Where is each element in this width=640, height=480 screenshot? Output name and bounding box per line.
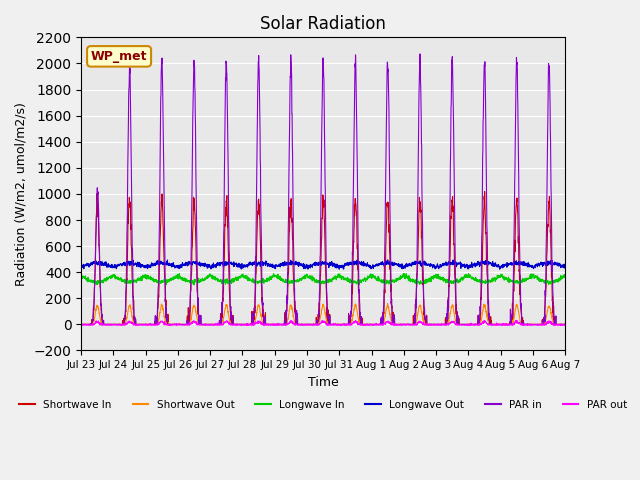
Y-axis label: Radiation (W/m2, umol/m2/s): Radiation (W/m2, umol/m2/s) bbox=[15, 102, 28, 286]
X-axis label: Time: Time bbox=[308, 376, 339, 389]
Title: Solar Radiation: Solar Radiation bbox=[260, 15, 386, 33]
Legend: Shortwave In, Shortwave Out, Longwave In, Longwave Out, PAR in, PAR out: Shortwave In, Shortwave Out, Longwave In… bbox=[15, 396, 631, 414]
Text: WP_met: WP_met bbox=[91, 50, 147, 63]
